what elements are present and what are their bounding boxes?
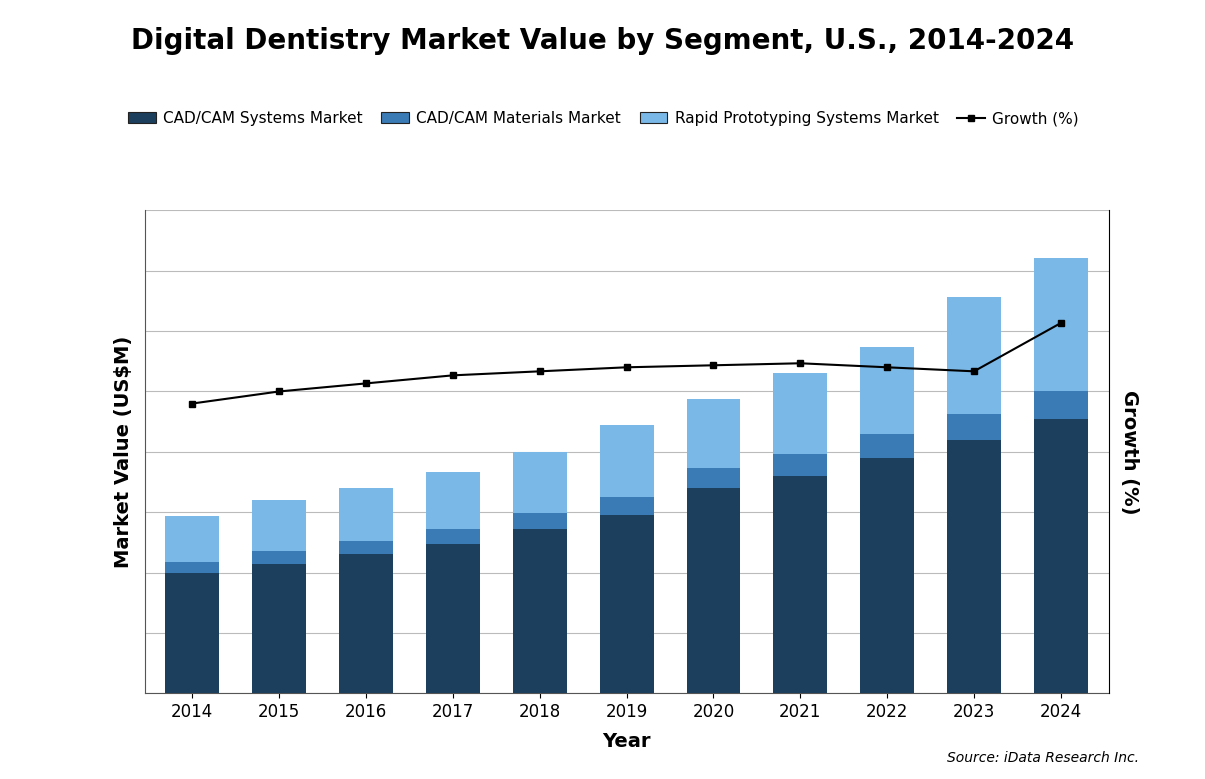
Bar [774,372,827,454]
Bar [513,453,566,513]
Bar [600,497,653,515]
Bar [427,544,480,693]
Bar [427,529,480,544]
Bar [687,488,740,693]
Bar [513,529,566,693]
Bar [339,555,393,693]
Text: Source: iData Research Inc.: Source: iData Research Inc. [947,751,1139,765]
Bar [252,500,306,552]
Bar [687,399,740,468]
Bar [774,476,827,693]
Bar [600,515,653,693]
Bar [600,425,653,497]
Bar [252,552,306,563]
Bar [339,488,393,541]
Bar [165,516,219,562]
Bar [339,541,393,555]
Bar [1034,258,1088,391]
Y-axis label: Growth (%): Growth (%) [1121,390,1139,514]
Bar [165,562,219,573]
Bar [947,297,1001,414]
Bar [687,468,740,488]
Bar [1034,418,1088,693]
Bar [774,454,827,476]
Text: Digital Dentistry Market Value by Segment, U.S., 2014-2024: Digital Dentistry Market Value by Segmen… [131,27,1074,55]
Legend: CAD/CAM Systems Market, CAD/CAM Materials Market, Rapid Prototyping Systems Mark: CAD/CAM Systems Market, CAD/CAM Material… [122,105,1084,132]
Bar [947,414,1001,440]
Y-axis label: Market Value (US$M): Market Value (US$M) [114,336,134,568]
Bar [427,472,480,529]
Bar [165,573,219,693]
X-axis label: Year: Year [602,732,651,751]
Bar [947,440,1001,693]
Bar [860,458,915,693]
Bar [1034,391,1088,418]
Bar [860,435,915,458]
Bar [513,513,566,529]
Bar [252,563,306,693]
Bar [860,347,915,435]
